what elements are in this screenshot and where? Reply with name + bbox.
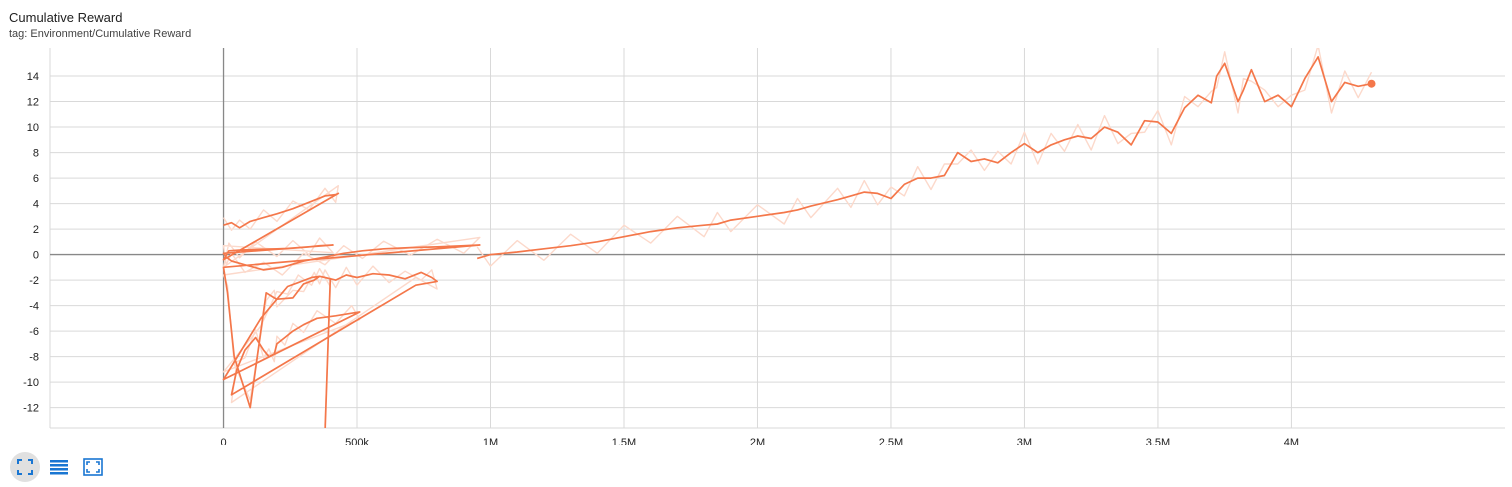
x-tick-label: 2.5M [879, 437, 903, 445]
smoothed-series-line [476, 56, 1372, 260]
y-tick-label: 2 [33, 224, 39, 236]
toggle-log-scale-button[interactable] [44, 452, 74, 482]
y-tick-label: -2 [29, 275, 39, 287]
raw-series-line [476, 48, 1373, 267]
y-tick-label: 0 [33, 250, 39, 262]
raw-series-layer [222, 48, 1373, 426]
x-tick-label: 1.5M [612, 437, 636, 445]
y-tick-label: -10 [23, 377, 39, 389]
y-tick-label: 4 [33, 199, 39, 211]
reward-chart[interactable]: 0 500k 1M 1.5M 2M 2.5M 3M 3.5M 4M -12 -10 -8 -6 -4 -2 0… [0, 0, 1512, 445]
chart-toolbar [10, 452, 108, 482]
axis-layer [50, 48, 1505, 428]
y-tick-label: -4 [29, 301, 39, 313]
x-tick-label: 2M [750, 437, 765, 445]
y-tick-label: 10 [27, 122, 39, 134]
y-tick-label: 6 [33, 173, 39, 185]
grid-layer [49, 48, 1505, 429]
y-tick-label: -8 [29, 352, 39, 364]
x-tick-label: 3.5M [1146, 437, 1170, 445]
y-tick-label: 8 [33, 148, 39, 160]
fit-domain-button[interactable] [10, 452, 40, 482]
y-tick-label: -12 [23, 403, 39, 415]
list-lines-icon [50, 460, 68, 475]
x-tick-label: 500k [345, 437, 369, 445]
toggle-fullscreen-button[interactable] [78, 452, 108, 482]
chart-tag: tag: Environment/Cumulative Reward [9, 28, 192, 40]
y-tick-label: 14 [27, 71, 39, 83]
series-layer [222, 56, 1376, 428]
y-tick-label: 12 [27, 97, 39, 109]
fullscreen-frame-icon [83, 458, 103, 476]
x-tick-label: 4M [1284, 437, 1299, 445]
x-tick-label: 0 [220, 437, 226, 445]
latest-value-marker[interactable] [1367, 79, 1376, 88]
x-tick-label: 3M [1017, 437, 1032, 445]
expand-corners-icon [17, 459, 33, 475]
tick-labels: 0 500k 1M 1.5M 2M 2.5M 3M 3.5M 4M -12 -10 -8 -6 -4 -2 0… [23, 71, 1299, 445]
chart-title: Cumulative Reward [9, 10, 123, 25]
y-tick-label: -6 [29, 326, 39, 338]
x-tick-label: 1M [483, 437, 498, 445]
